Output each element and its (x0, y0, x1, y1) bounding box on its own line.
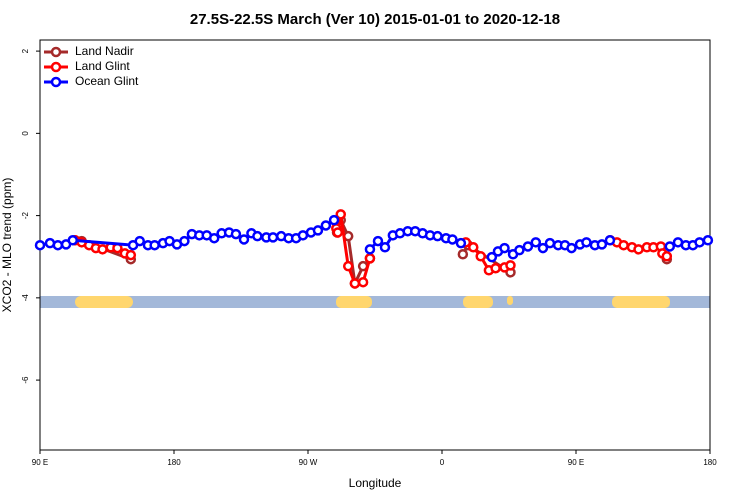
x-tick-label: 90 E (32, 458, 48, 467)
data-point (312, 225, 324, 236)
data-point (544, 237, 556, 249)
data-point (179, 235, 190, 247)
data-point (694, 237, 705, 248)
data-point (267, 232, 279, 243)
data-point (67, 235, 79, 246)
land-patch (507, 296, 513, 305)
data-point (633, 244, 644, 255)
y-tick-label: 2 (21, 48, 30, 53)
data-point (349, 278, 361, 289)
data-point (596, 239, 608, 250)
data-point (661, 251, 673, 262)
x-tick-label: 90 E (568, 458, 584, 467)
data-point (522, 241, 534, 252)
data-point (364, 253, 376, 264)
y-tick-label: -2 (21, 211, 30, 219)
x-tick-label: 0 (440, 458, 445, 467)
legend-swatch-point (50, 76, 62, 88)
data-point (447, 234, 458, 245)
y-tick-label: -4 (21, 294, 30, 302)
data-point (134, 235, 146, 247)
data-point (566, 242, 577, 254)
data-point (208, 232, 220, 244)
data-point (432, 230, 443, 242)
data-point (604, 235, 616, 246)
legend-label: Land Glint (75, 59, 130, 73)
land-patch (336, 296, 372, 308)
data-point (125, 249, 137, 261)
y-tick-label: -6 (21, 376, 30, 384)
x-tick-label: 90 W (299, 458, 318, 467)
ocean-strip (40, 296, 710, 308)
data-point (328, 214, 340, 226)
data-point (342, 260, 354, 272)
data-point (332, 227, 344, 238)
x-axis-label: Longitude (349, 476, 402, 490)
legend-label: Land Nadir (75, 44, 134, 58)
data-point (581, 237, 592, 248)
data-point (530, 237, 542, 248)
data-point (34, 239, 46, 251)
surface-strip (40, 296, 710, 308)
data-point (238, 234, 250, 245)
legend-swatch-point (50, 46, 62, 58)
data-point (702, 235, 714, 246)
data-point (252, 230, 263, 242)
legend-label: Ocean Glint (75, 74, 139, 88)
y-tick-label: 0 (21, 131, 30, 136)
y-axis-label: XCO2 - MLO trend (ppm) (0, 178, 14, 313)
data-point (52, 239, 64, 251)
data-point (457, 249, 469, 260)
x-tick-label: 180 (703, 458, 717, 467)
data-point (537, 242, 549, 254)
data-point (514, 244, 525, 256)
data-point (505, 260, 516, 271)
data-point (490, 262, 501, 274)
land-patch (612, 296, 670, 308)
data-point (372, 235, 384, 247)
data-point (379, 242, 391, 253)
legend-swatch-point (50, 61, 62, 73)
data-point (357, 276, 369, 288)
data-point (97, 244, 108, 255)
chart-title: 27.5S-22.5S March (Ver 10) 2015-01-01 to… (190, 11, 560, 28)
data-point (468, 242, 479, 253)
data-point (664, 241, 676, 252)
data-point (455, 237, 467, 249)
land-patch (463, 296, 493, 308)
data-point (320, 220, 332, 231)
data-point (475, 251, 486, 262)
data-point (149, 239, 160, 251)
data-point (618, 239, 629, 251)
data-point (364, 244, 376, 255)
data-point (499, 242, 510, 254)
data-point (230, 228, 242, 240)
x-tick-label: 180 (167, 458, 181, 467)
land-patch (75, 296, 133, 308)
data-point (335, 209, 347, 220)
data-point (486, 251, 498, 263)
